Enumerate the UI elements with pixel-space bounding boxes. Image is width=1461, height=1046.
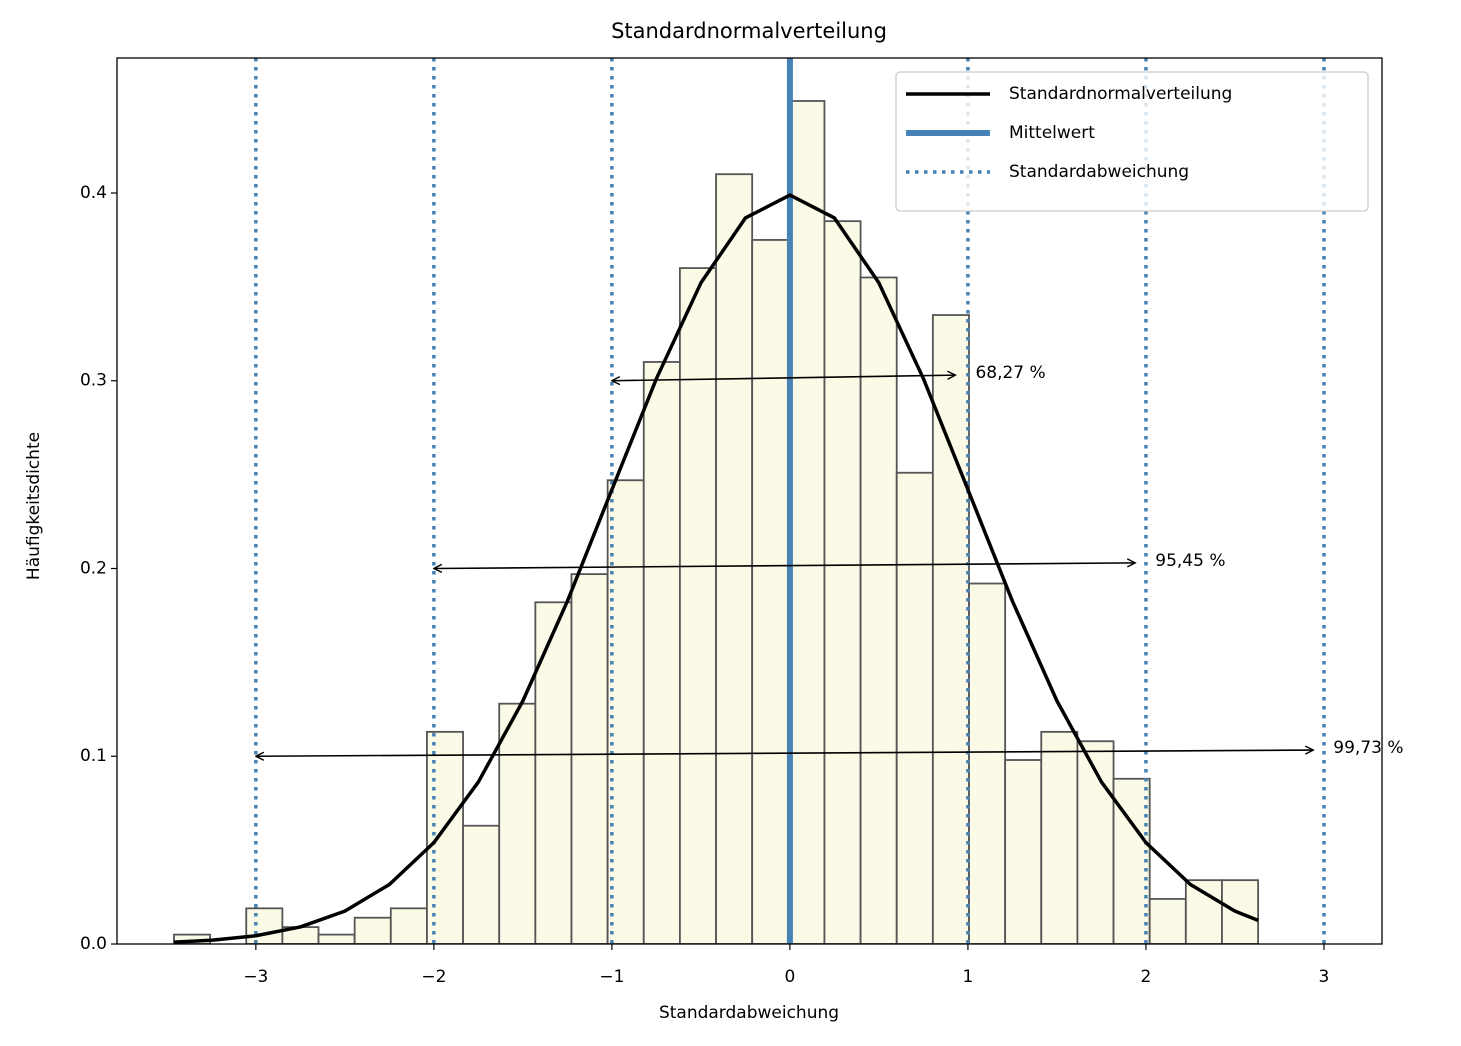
y-tick-label: 0.1 <box>80 746 107 766</box>
x-tick-label: 0 <box>784 967 795 987</box>
histogram-bar <box>895 471 934 944</box>
legend: Standardnormalverteilung Mittelwert Standa… <box>895 71 1369 212</box>
x-axis-label: Standardabweichung <box>659 1003 839 1023</box>
histogram-bar <box>642 361 681 944</box>
annotation-label: 99,73 % <box>1333 738 1403 758</box>
histogram-bar <box>606 479 645 944</box>
annotation-arrow <box>434 563 1135 569</box>
histogram-bar <box>353 916 392 944</box>
chart-title: Standardnormalverteilung <box>611 19 887 43</box>
histogram-bar <box>245 907 284 944</box>
histogram-bar <box>498 702 537 944</box>
histogram-bar <box>426 730 464 944</box>
legend-label: Standardnormalverteilung <box>1009 84 1232 104</box>
axes-frame <box>116 57 1383 945</box>
x-tick-label: 2 <box>1141 967 1152 987</box>
histogram-bar <box>1148 898 1187 944</box>
histogram-bar <box>570 573 609 944</box>
x-tick-label: 1 <box>963 967 974 987</box>
x-tick-label: −1 <box>599 967 624 987</box>
annotation-label: 68,27 % <box>975 363 1045 383</box>
histogram-bar <box>931 314 970 944</box>
curve <box>173 193 1259 944</box>
histogram-bar <box>787 100 826 944</box>
legend-label: Mittelwert <box>1009 123 1095 143</box>
y-axis-label: Häufigkeitsdichte <box>24 432 44 580</box>
axes: −3 −2 −1 0 1 2 3 0.0 0.1 0.2 0.3 0.4 <box>80 183 1329 987</box>
histogram-bar <box>317 933 356 944</box>
histogram-bar <box>859 276 898 944</box>
y-tick-label: 0.2 <box>80 558 107 578</box>
annotation-arrow <box>256 750 1313 756</box>
x-tick-label: −2 <box>421 967 446 987</box>
histogram-bar <box>389 907 428 944</box>
histogram-bar <box>823 220 862 944</box>
annotation-label: 95,45 % <box>1155 551 1225 571</box>
histogram-bar <box>1184 879 1223 944</box>
histogram-bar <box>1040 730 1079 944</box>
legend-label: Standardabweichung <box>1009 162 1189 182</box>
annotation-arrow <box>612 375 956 381</box>
legend-box <box>895 71 1369 212</box>
histogram-bar <box>462 824 501 944</box>
y-tick-label: 0.0 <box>80 934 107 954</box>
histogram-bar <box>715 173 754 944</box>
x-tick-label: −3 <box>243 967 268 987</box>
histogram-bar <box>1004 759 1043 944</box>
x-tick-label: 3 <box>1319 967 1330 987</box>
histogram-bar <box>968 582 1007 944</box>
histogram-bar <box>678 267 717 944</box>
histogram-bar <box>751 239 790 944</box>
y-tick-label: 0.3 <box>80 371 107 391</box>
y-tick-label: 0.4 <box>80 183 107 203</box>
histogram-bar <box>534 601 573 944</box>
